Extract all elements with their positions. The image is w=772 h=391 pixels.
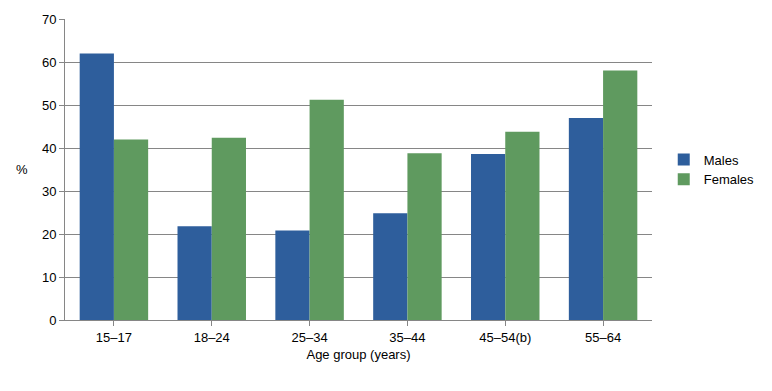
- svg-text:60: 60: [42, 55, 56, 70]
- svg-text:0: 0: [49, 313, 56, 328]
- svg-text:50: 50: [42, 98, 56, 113]
- svg-text:10: 10: [42, 270, 56, 285]
- svg-text:35–44: 35–44: [389, 330, 425, 345]
- svg-text:55–64: 55–64: [585, 330, 621, 345]
- svg-text:30: 30: [42, 184, 56, 199]
- svg-text:Males: Males: [704, 153, 739, 168]
- svg-text:40: 40: [42, 141, 56, 156]
- svg-text:25–34: 25–34: [292, 330, 328, 345]
- svg-text:18–24: 18–24: [194, 330, 230, 345]
- svg-text:15–17: 15–17: [96, 330, 132, 345]
- svg-text:20: 20: [42, 227, 56, 242]
- svg-text:70: 70: [42, 12, 56, 27]
- svg-text:Females: Females: [704, 172, 754, 187]
- svg-text:Age group (years): Age group (years): [306, 347, 410, 362]
- svg-text:45–54(b): 45–54(b): [479, 330, 531, 345]
- svg-text:%: %: [16, 162, 28, 177]
